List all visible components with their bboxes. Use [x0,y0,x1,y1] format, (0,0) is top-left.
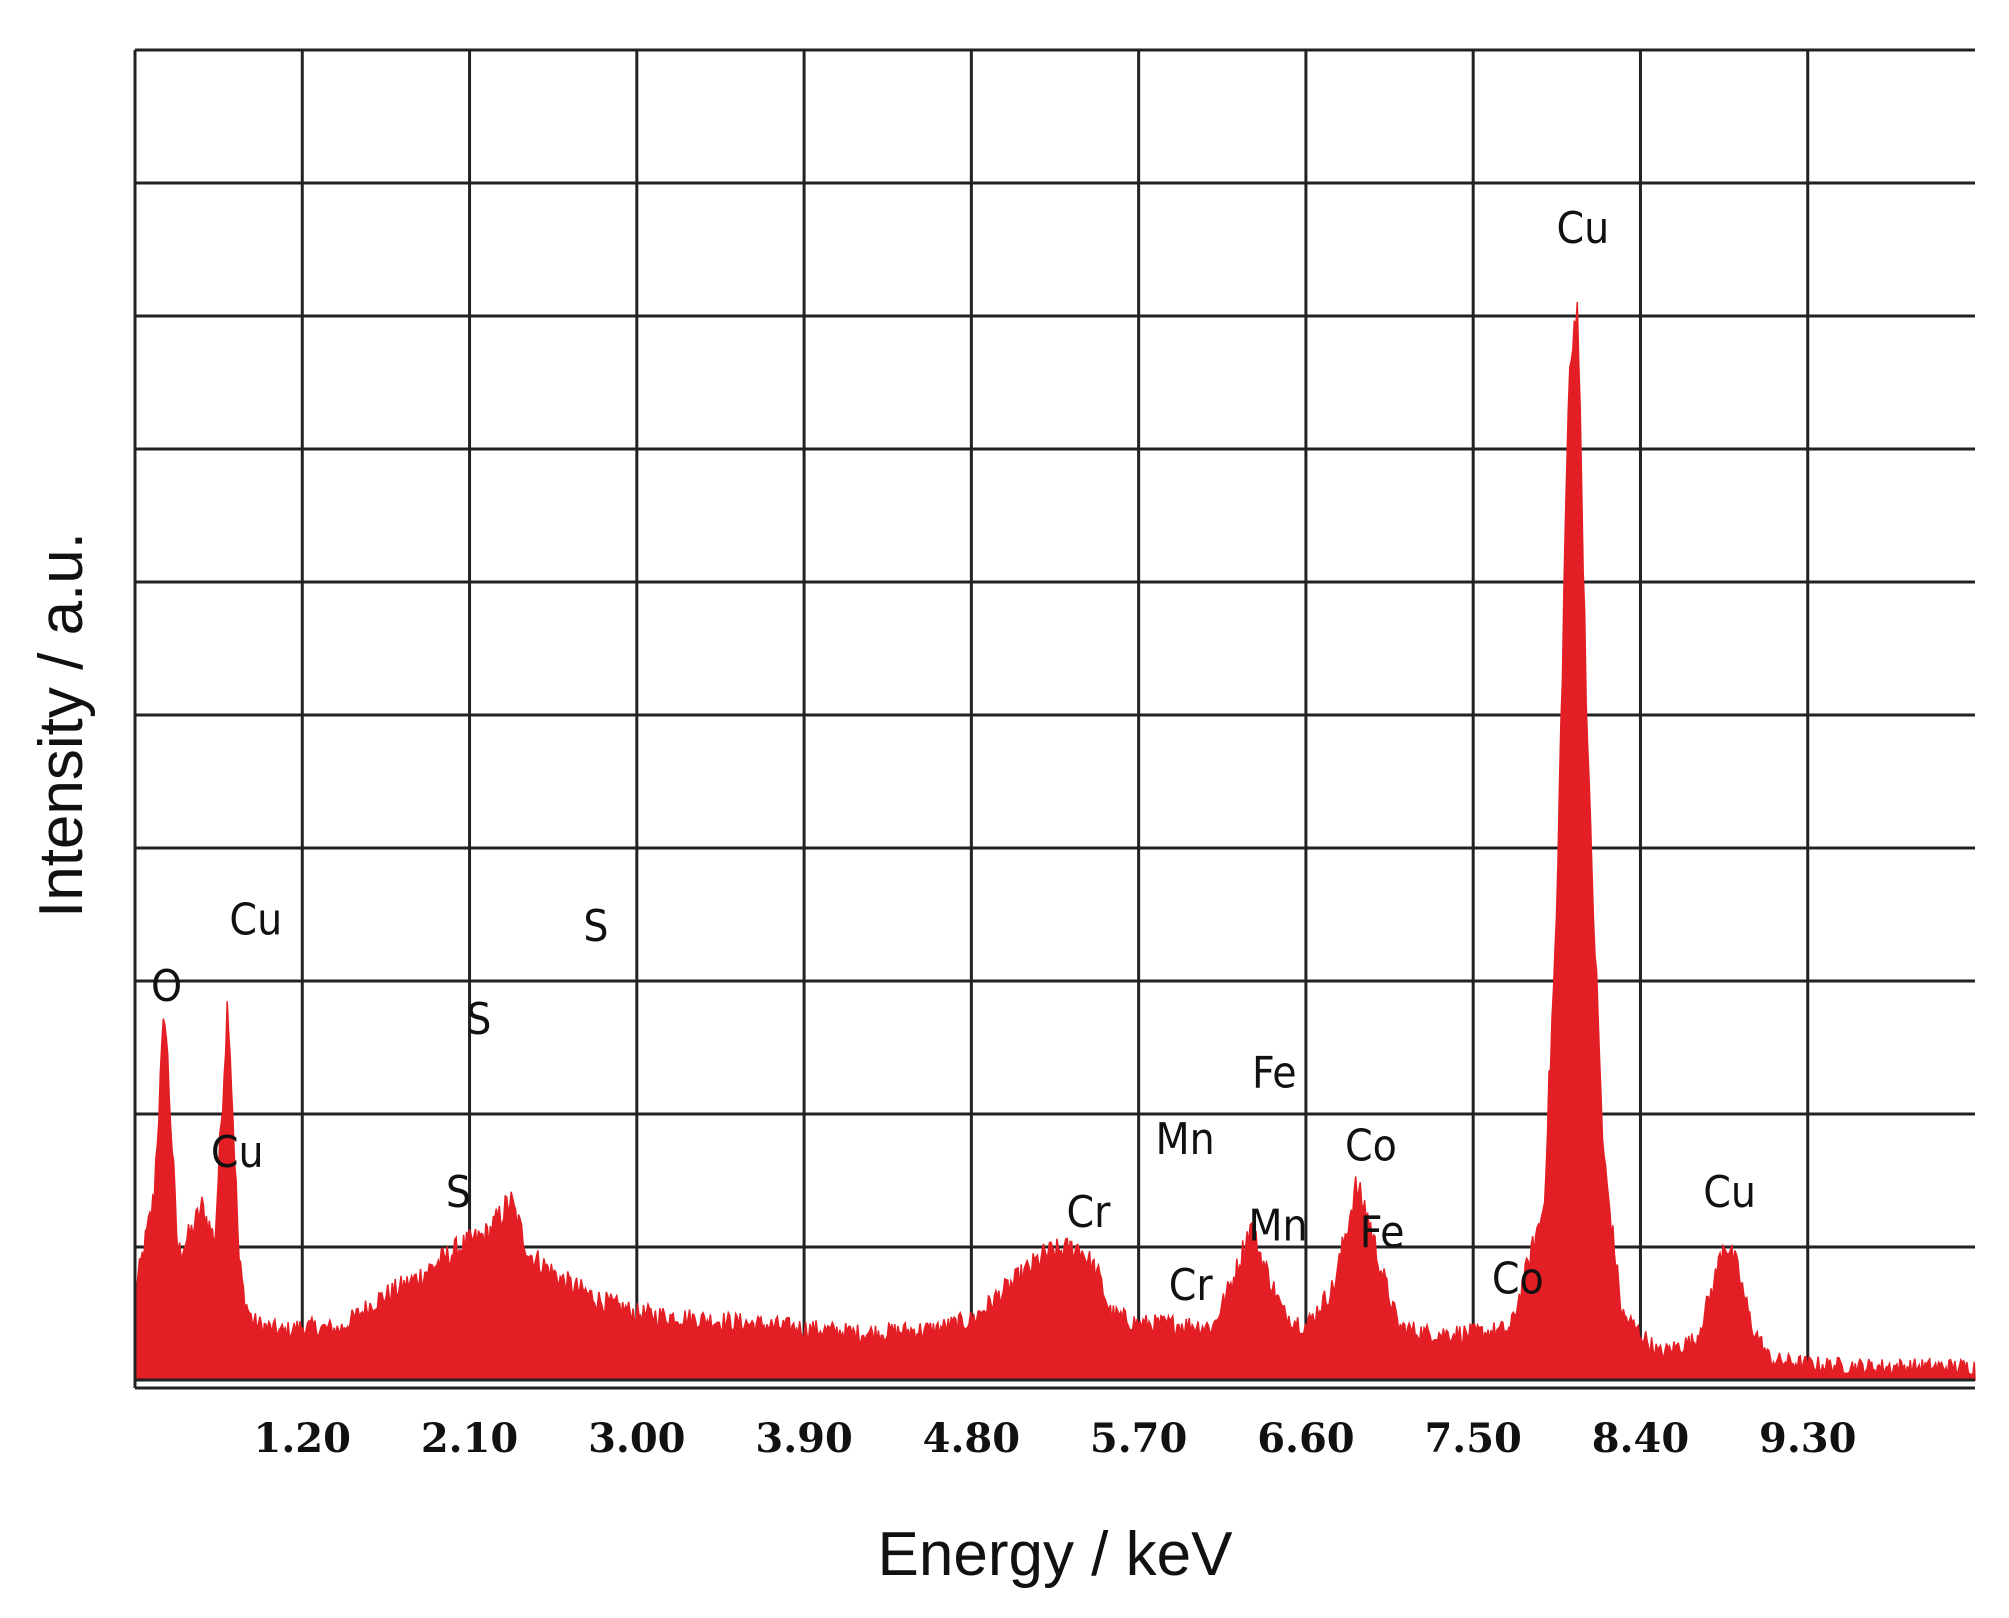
peak-label: Co [1345,1121,1397,1172]
x-axis-title: Energy / keV [878,1520,1234,1589]
peak-label: O [151,961,182,1012]
spectrum-series [134,301,1976,1381]
peak-annotations: O Cu Cu S S S Cr Cr Mn Mn Fe Fe Co Co Cu Cu [151,203,1756,1311]
x-tick-label: 9.30 [1759,1415,1856,1462]
x-tick-label: 7.50 [1424,1415,1521,1462]
peak-label: S [583,901,608,952]
x-tick-label: 8.40 [1592,1415,1689,1462]
peak-label: S [466,994,491,1045]
peak-label: Mn [1155,1114,1214,1165]
peak-label: Cu [211,1127,264,1178]
x-tick-label: 3.00 [588,1415,685,1462]
x-tick-label: 1.20 [254,1415,351,1462]
axes [133,50,1975,1390]
peak-label: Co [1492,1254,1544,1305]
x-tick-label: 5.70 [1090,1415,1187,1462]
peak-label: Fe [1360,1207,1405,1258]
grid [133,48,1975,1382]
x-tick-label: 3.90 [755,1415,852,1462]
peak-label: Fe [1252,1047,1297,1098]
x-tick-labels: 1.20 2.10 3.00 3.90 4.80 5.70 6.60 7.50 8.40 9.30 [254,1415,1857,1462]
peak-label: Cr [1169,1260,1214,1311]
y-axis-title: Intensity / a.u. [27,532,96,918]
peak-label: S [446,1167,471,1218]
peak-label: Cu [229,894,282,945]
peak-label: Cr [1066,1187,1111,1238]
peak-label: Cu [1556,203,1609,254]
peak-label: Cu [1703,1167,1756,1218]
x-tick-label: 4.80 [923,1415,1020,1462]
x-tick-label: 6.60 [1257,1415,1354,1462]
x-tick-label: 2.10 [421,1415,518,1462]
peak-label: Mn [1248,1200,1307,1251]
spectrum-area [134,301,1976,1381]
